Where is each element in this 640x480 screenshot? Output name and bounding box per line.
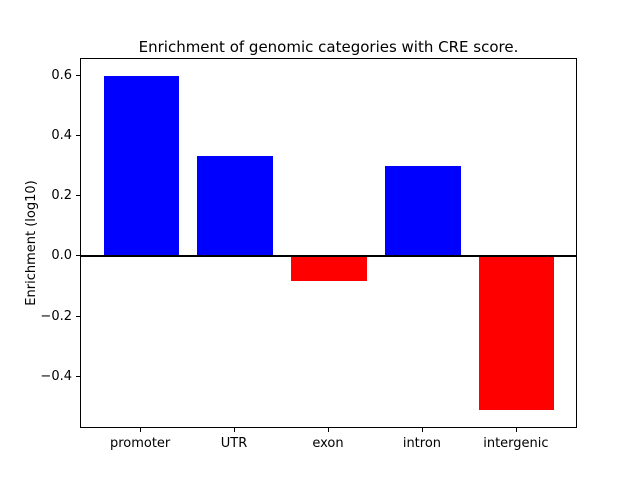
x-tick-mark [140, 428, 142, 432]
y-tick-mark [76, 195, 80, 197]
x-tick-label-promoter: promoter [109, 436, 171, 451]
zero-line [81, 255, 577, 258]
y-tick-label: −0.4 [40, 368, 72, 384]
x-tick-mark [234, 428, 236, 432]
chart-title: Enrichment of genomic categories with CR… [138, 38, 519, 56]
bar-intron [385, 166, 461, 257]
y-tick-label: 0.6 [51, 67, 72, 83]
x-tick-mark [515, 428, 517, 432]
x-tick-label-intron: intron [402, 436, 442, 451]
y-tick-label: 0.4 [51, 128, 72, 144]
y-tick-label: −0.2 [40, 308, 72, 324]
bar-exon [291, 256, 367, 281]
y-tick-label: 0.0 [51, 248, 72, 264]
bar-UTR [197, 155, 273, 257]
x-tick-mark [328, 428, 329, 432]
y-tick-label: 0.2 [51, 188, 72, 204]
y-tick-mark [76, 255, 80, 257]
plot-area [80, 58, 577, 428]
bar-intergenic [479, 256, 555, 410]
x-tick-mark [421, 428, 423, 432]
y-tick-mark [76, 74, 80, 76]
y-tick-mark [76, 375, 80, 377]
x-tick-label-exon: exon [312, 436, 344, 451]
x-tick-label-UTR: UTR [220, 436, 248, 451]
x-tick-label-intergenic: intergenic [483, 436, 549, 451]
y-tick-mark [76, 315, 80, 317]
bar-promoter [103, 75, 179, 257]
y-tick-mark [76, 135, 80, 137]
